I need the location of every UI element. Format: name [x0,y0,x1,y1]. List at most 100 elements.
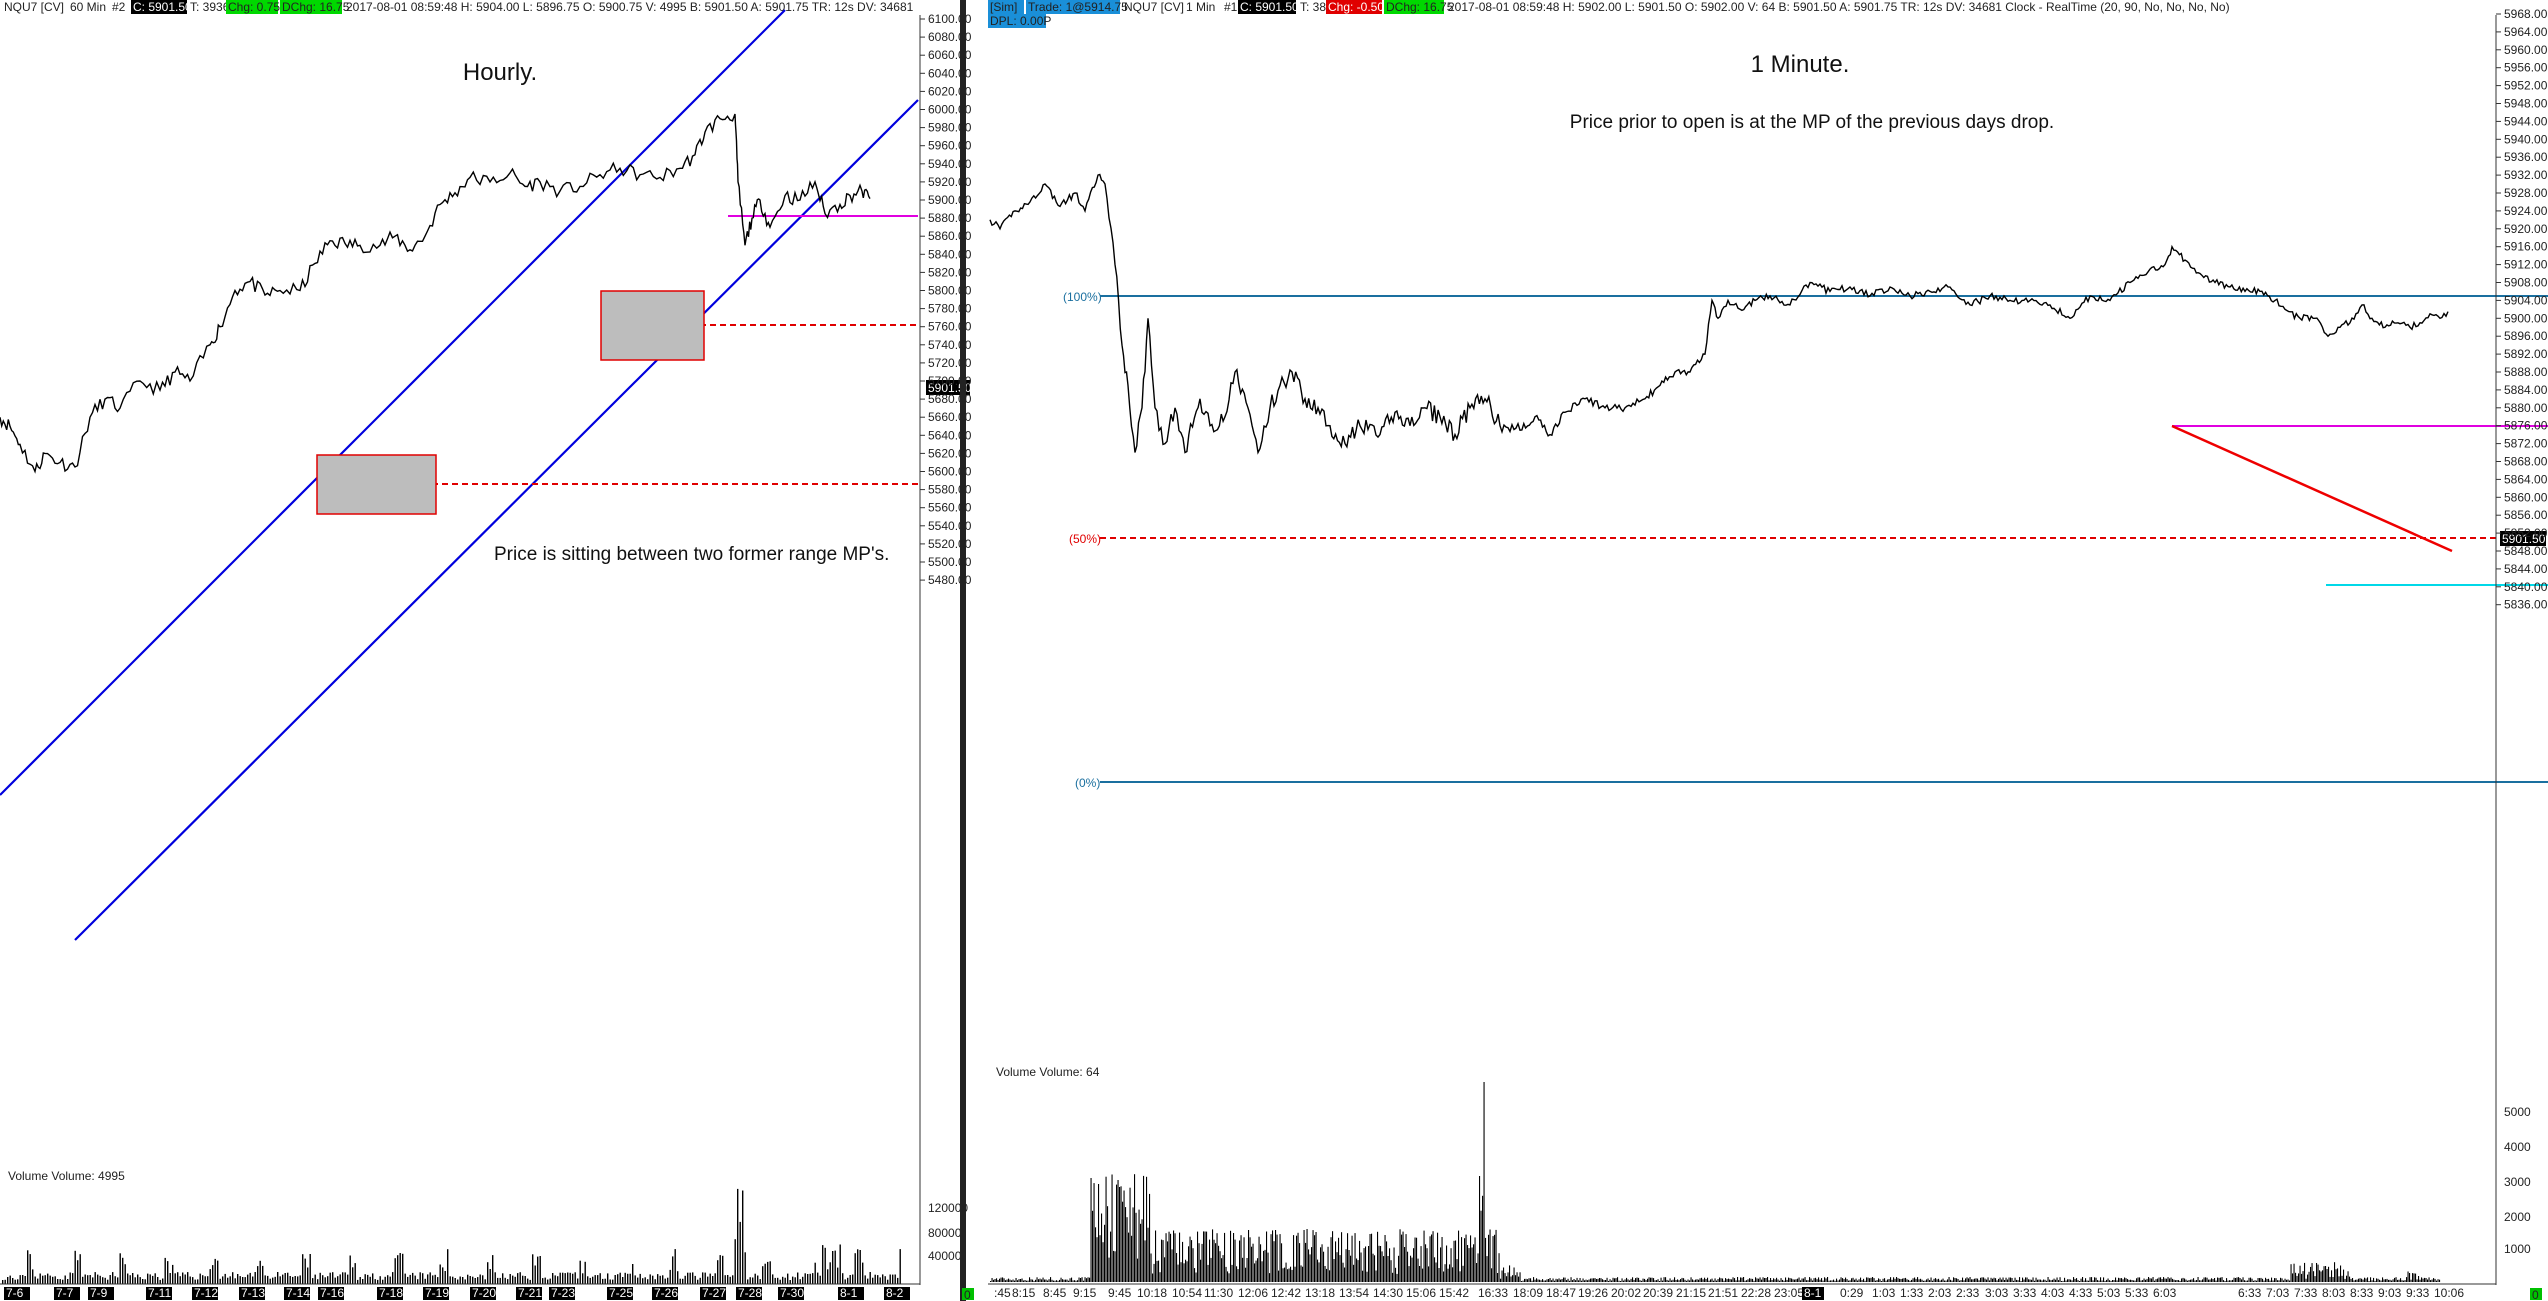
right-volume-bar [1938,1278,1940,1282]
right-volume-bar [1122,1201,1124,1282]
right-volume-bar [2430,1280,2432,1282]
right-volume-bar [1506,1276,1508,1282]
right-volume-bar [1639,1280,1641,1282]
right-volume-bar [1990,1277,1992,1282]
right-volume-bar [1051,1279,1053,1282]
left-volume-bar [42,1275,44,1284]
right-volume-bar [1131,1235,1133,1282]
left-x-tick-label: 7-30 [780,1286,804,1300]
right-volume-bar [2049,1279,2051,1282]
right-volume-bar [1390,1260,1392,1282]
right-volume-bar [1612,1277,1614,1282]
right-x-tick-label: 6:03 [2153,1286,2177,1300]
right-volume-bar [1354,1233,1356,1282]
right-volume-bar [1459,1271,1461,1282]
right-volume-bar [1608,1280,1610,1282]
right-y-tick-label: 5936.00 [2504,150,2548,164]
left-volume-bar [152,1275,154,1284]
right-volume-bar [1836,1278,1838,1282]
right-volume-bar [1687,1279,1689,1282]
right-volume-bar [1824,1277,1826,1282]
right-volume-bar [2182,1277,2184,1282]
right-volume-bar [1060,1277,1062,1282]
left-volume-bar [507,1279,509,1284]
right-volume-bar [1317,1259,1319,1282]
right-volume-bar [1252,1243,1254,1282]
right-sim-badge: [Sim] [990,0,1017,14]
left-volume-bar [644,1277,646,1284]
left-volume-bar [372,1273,374,1284]
right-corner-badge: 0 [2532,1288,2539,1301]
right-volume-bar [2017,1280,2019,1282]
right-y-tick-label: 5836.00 [2504,598,2548,612]
right-x-tick-label: 10:18 [1137,1286,1167,1300]
right-volume-bar [2113,1280,2115,1282]
left-volume-bar [697,1279,699,1284]
right-volume-bar [1618,1280,1620,1282]
right-volume-bar [1626,1277,1628,1282]
right-x-tick-label: 8:33 [2350,1286,2374,1300]
left-volume-bar [787,1273,789,1284]
right-volume-bar [1774,1279,1776,1282]
right-volume-bar [2308,1271,2310,1282]
right-volume-bar [1032,1279,1034,1282]
right-volume-bar [1167,1241,1169,1282]
right-volume-bar [2155,1279,2157,1282]
right-volume-bar [1959,1280,1961,1282]
left-volume-bar [462,1277,464,1284]
right-volume-bar [1056,1280,1058,1282]
left-volume-bar [162,1278,164,1284]
left-volume-bar [569,1272,571,1284]
right-volume-bar [1257,1258,1259,1282]
right-volume-bar [2379,1279,2381,1282]
right-x-tick-label: 8:15 [1012,1286,1036,1300]
left-volume-bar [614,1275,616,1284]
left-volume-bar [354,1263,356,1284]
right-volume-bar [2109,1280,2111,1282]
right-volume-bar [2418,1276,2420,1282]
right-volume-bar [1495,1229,1497,1282]
right-x-tick-label: 16:33 [1478,1286,1508,1300]
left-volume-bar [184,1274,186,1284]
left-volume-bar [619,1272,621,1284]
left-volume-bar [84,1274,86,1284]
right-volume-bar [2271,1277,2273,1282]
right-volume-bar [2196,1280,2198,1282]
right-volume-bar [1758,1278,1760,1282]
left-volume-bar [59,1279,61,1284]
right-volume-bar [1605,1280,1607,1282]
right-volume-bar [2331,1270,2333,1282]
right-volume-bar [1194,1268,1196,1282]
left-volume-bar [92,1277,94,1284]
right-volume-bar [1209,1239,1211,1282]
right-volume-bar [1233,1233,1235,1282]
left-volume-bar [424,1278,426,1284]
left-x-tick-label: 7-12 [194,1286,218,1300]
right-volume-bar [1980,1277,1982,1282]
right-volume-bar [1227,1271,1229,1282]
right-volume-bar [1176,1253,1178,1282]
left-volume-bar [132,1273,134,1284]
right-volume-bar [1381,1251,1383,1282]
panel-divider[interactable] [960,0,966,1301]
right-volume-bar [2274,1278,2276,1282]
right-volume-bar [1912,1278,1914,1282]
right-volume-bar [1042,1277,1044,1282]
right-volume-bar [1713,1280,1715,1282]
right-volume-bar [2002,1277,2004,1282]
right-volume-bar [2083,1280,2085,1282]
right-volume-bar [1111,1174,1113,1282]
right-volume-bar [2323,1266,2325,1282]
left-volume-bar [899,1249,901,1284]
right-volume-bar [1038,1279,1040,1282]
right-volume-bar [2158,1277,2160,1282]
right-volume-bar [1033,1280,1035,1282]
right-volume-bar [1891,1279,1893,1282]
left-volume-bar [804,1273,806,1284]
right-volume-bar [2298,1273,2300,1282]
left-header: NQU7 [CV] 60 Min #2 C: 5901.50 T: 3936 C… [4,0,914,14]
right-volume-bar [1392,1272,1394,1282]
left-x-tick-label: 7-20 [472,1286,496,1300]
right-volume-bar [1666,1279,1668,1282]
right-volume-bar [1110,1231,1112,1282]
